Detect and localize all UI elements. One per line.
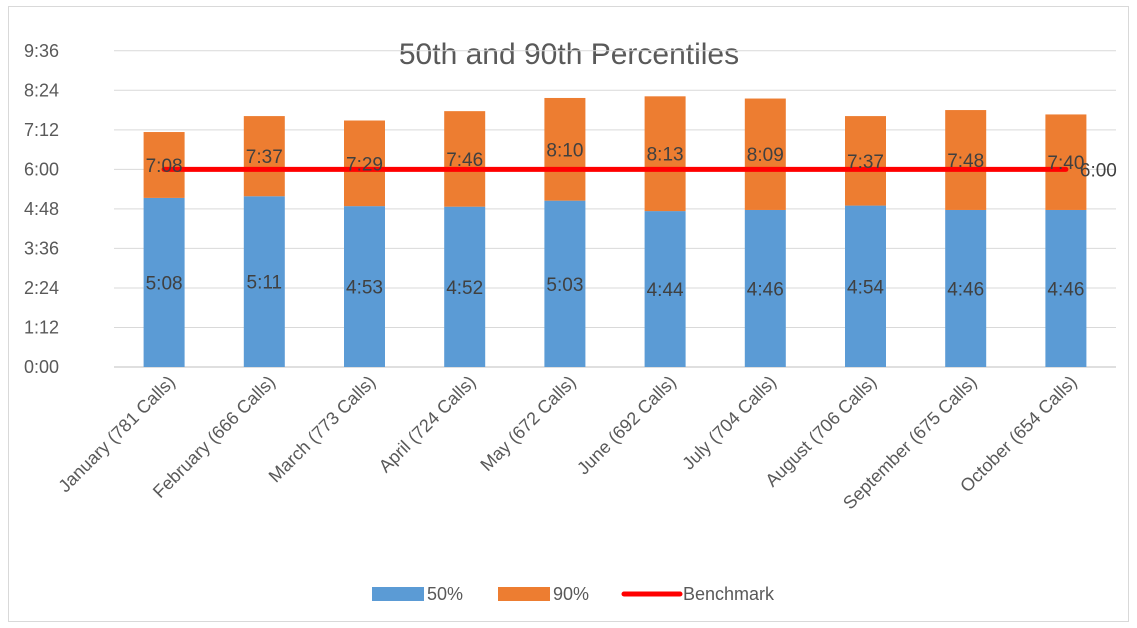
- bar-50pct: [143, 197, 185, 367]
- chart-title: 50th and 90th Percentiles: [399, 38, 739, 71]
- legend-label: 50%: [427, 584, 463, 604]
- y-tick-label: 6:00: [24, 159, 59, 179]
- bar-90pct: [845, 116, 886, 206]
- data-label-50pct: 4:53: [346, 278, 383, 299]
- bar-50pct: [444, 206, 486, 367]
- bar-90pct: [344, 120, 385, 207]
- data-label-90pct: 8:10: [546, 140, 583, 161]
- bar-50pct: [344, 206, 385, 367]
- bar-90pct: [143, 132, 185, 198]
- bar-50pct: [744, 209, 786, 367]
- bar-90pct: [444, 111, 486, 207]
- data-label-90pct: 7:37: [847, 152, 884, 173]
- bar-50pct: [1045, 209, 1087, 367]
- benchmark-data-label: 6:00: [1080, 160, 1117, 181]
- legend-label: Benchmark: [683, 584, 775, 604]
- bar-50pct: [544, 200, 586, 367]
- category-label: May (672 Calls): [476, 372, 579, 475]
- chart-frame: 50th and 90th Percentiles 0:00 1:12 2:24 3:…: [8, 6, 1129, 622]
- x-axis-categories: January (781 Calls)February (666 Calls)M…: [54, 372, 1080, 513]
- category-label: March (773 Calls): [265, 372, 380, 487]
- bar-50pct: [945, 209, 987, 367]
- legend-swatch: [498, 587, 550, 601]
- y-tick-label: 7:12: [24, 120, 59, 140]
- y-tick-label: 1:12: [24, 317, 59, 337]
- data-label-50pct: 5:11: [247, 273, 283, 294]
- y-tick-label: 8:24: [24, 80, 59, 100]
- y-tick-label: 9:36: [24, 41, 59, 61]
- data-label-90pct: 7:29: [346, 154, 383, 175]
- data-labels: 5:08 7:08 5:11 7:37 4:53 7:29 4:52 7:46 5:03 8:10…: [146, 140, 1117, 301]
- legend-label: 90%: [553, 584, 589, 604]
- bar-90pct: [243, 116, 285, 197]
- data-label-90pct: 7:48: [947, 151, 984, 172]
- data-label-90pct: 7:40: [1047, 153, 1084, 174]
- y-tick-label: 2:24: [24, 278, 59, 298]
- category-label: July (704 Calls): [678, 372, 780, 474]
- data-label-90pct: 7:46: [446, 150, 483, 171]
- y-axis-ticks: 0:00 1:12 2:24 3:36 4:48 6:00 7:12 8:24 9:36: [24, 41, 59, 377]
- y-tick-label: 0:00: [24, 357, 59, 377]
- bar-90pct: [644, 96, 686, 212]
- bar-50pct: [644, 211, 686, 367]
- category-label: April (724 Calls): [375, 372, 480, 477]
- data-label-90pct: 7:37: [246, 147, 283, 168]
- data-label-50pct: 4:52: [446, 278, 483, 299]
- bar-90pct: [945, 110, 987, 210]
- data-label-90pct: 7:08: [146, 156, 183, 177]
- data-label-50pct: 5:03: [546, 275, 583, 296]
- bar-90pct: [744, 98, 786, 210]
- bars: [143, 96, 1087, 367]
- bar-50pct: [845, 205, 886, 367]
- bar-90pct: [544, 97, 586, 201]
- y-tick-label: 3:36: [24, 238, 59, 258]
- data-label-50pct: 4:46: [1047, 279, 1084, 300]
- category-label: August (706 Calls): [761, 372, 880, 491]
- legend: 50% 90% Benchmark: [372, 584, 775, 604]
- data-label-50pct: 4:46: [947, 279, 984, 300]
- bar-90pct: [1045, 114, 1087, 210]
- legend-swatch: [372, 587, 424, 601]
- data-label-50pct: 5:08: [146, 273, 183, 294]
- data-label-50pct: 4:44: [647, 280, 684, 301]
- data-label-50pct: 4:46: [747, 279, 784, 300]
- chart-svg: 50th and 90th Percentiles 0:00 1:12 2:24 3:…: [24, 38, 1117, 604]
- category-label: June (692 Calls): [573, 372, 680, 479]
- y-tick-label: 4:48: [24, 199, 59, 219]
- data-label-50pct: 4:54: [847, 277, 884, 298]
- data-label-90pct: 8:09: [747, 145, 784, 166]
- bar-50pct: [243, 196, 285, 367]
- data-label-90pct: 8:13: [647, 145, 684, 166]
